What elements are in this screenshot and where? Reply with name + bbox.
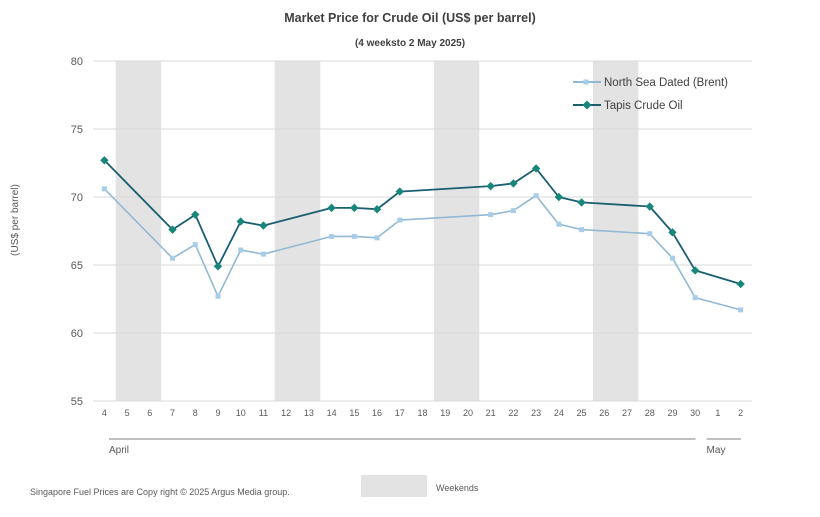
brent-point <box>647 231 653 237</box>
x-tick-label: 12 <box>281 408 291 418</box>
tapis-point <box>236 217 245 226</box>
tapis-point <box>690 266 700 275</box>
x-tick-label: 2 <box>738 408 743 418</box>
brent-point <box>101 186 107 192</box>
x-tick-label: 8 <box>193 408 198 418</box>
legend-brent-label: North Sea Dated (Brent) <box>604 77 728 89</box>
x-tick-label: 7 <box>170 408 175 418</box>
tapis-point <box>531 164 541 173</box>
brent-point <box>192 242 198 248</box>
tapis-point <box>668 228 677 237</box>
weekends-legend-label: Weekends <box>436 483 479 493</box>
brent-point <box>669 255 675 261</box>
x-tick-label: 10 <box>236 408 246 418</box>
x-tick-label: 23 <box>531 408 541 418</box>
x-tick-label: 18 <box>417 408 427 418</box>
x-tick-label: 9 <box>215 408 220 418</box>
legend-tapis-label: Tapis Crude Oil <box>604 100 683 112</box>
brent-point <box>738 307 744 313</box>
brent-point <box>533 193 539 199</box>
tapis-point <box>372 205 382 214</box>
tapis-point <box>350 203 359 213</box>
x-tick-label: 27 <box>622 408 632 418</box>
tapis-point <box>191 210 200 219</box>
x-tick-label: 16 <box>372 408 382 418</box>
month-axis: April May <box>109 438 741 456</box>
weekend-band <box>115 61 162 401</box>
y-tick-label: 65 <box>71 260 83 272</box>
tapis-point <box>259 221 268 230</box>
x-tick-label: 17 <box>395 408 405 418</box>
weekends-legend-swatch <box>361 475 427 497</box>
tapis-point <box>736 279 745 289</box>
tapis-point <box>554 192 564 202</box>
tapis-point <box>100 156 109 165</box>
legend-brent-marker <box>583 79 589 85</box>
chart-title: Market Price for Crude Oil (US$ per barr… <box>284 11 535 25</box>
brent-point <box>329 233 335 239</box>
x-tick-label: 26 <box>599 408 609 418</box>
tapis-point <box>168 225 177 234</box>
tapis-point <box>486 181 495 191</box>
brent-point <box>556 221 562 227</box>
x-tick-label: 20 <box>463 408 473 418</box>
tapis-point <box>395 187 404 196</box>
tapis-point <box>509 179 518 188</box>
x-tick-label: 1 <box>715 408 720 418</box>
x-tick-label: 25 <box>577 408 587 418</box>
tapis-point <box>577 198 586 207</box>
series-lines <box>100 156 745 313</box>
x-tick-label: 5 <box>125 408 130 418</box>
x-tick-label: 24 <box>554 408 564 418</box>
x-tick-label: 22 <box>508 408 518 418</box>
x-tick-labels: 4 5 6 7 8 9 10 11 12 13 14 15 16 17 18 19 20 21 22 23 24 25 26… <box>102 408 743 418</box>
tapis-point <box>645 202 654 211</box>
y-axis-label: (US$ per barrel) <box>10 184 21 256</box>
brent-point <box>397 217 403 223</box>
gridlines <box>93 60 752 402</box>
weekend-bands <box>115 61 639 401</box>
x-tick-label: 28 <box>645 408 655 418</box>
brent-point <box>579 227 585 233</box>
month-label: April <box>109 445 129 456</box>
y-tick-label: 55 <box>71 396 83 408</box>
month-label: May <box>707 445 726 456</box>
y-tick-label: 70 <box>71 192 83 204</box>
weekend-band <box>433 61 480 401</box>
x-tick-label: 30 <box>690 408 700 418</box>
y-tick-label: 80 <box>71 56 83 68</box>
y-tick-label: 75 <box>71 124 83 136</box>
x-tick-label: 6 <box>147 408 152 418</box>
x-tick-label: 15 <box>349 408 359 418</box>
brent-point <box>692 295 698 301</box>
copyright-note: Singapore Fuel Prices are Copy right © 2… <box>30 487 290 497</box>
weekend-band <box>274 61 321 401</box>
x-tick-label: 11 <box>259 408 268 418</box>
brent-point <box>351 233 357 239</box>
tapis-point <box>327 203 336 213</box>
x-tick-label: 4 <box>102 408 107 418</box>
brent-point <box>510 208 516 214</box>
brent-point <box>215 293 221 299</box>
brent-point <box>238 247 244 253</box>
legend-tapis-marker <box>582 100 592 110</box>
x-tick-label: 19 <box>440 408 450 418</box>
brent-point <box>374 235 380 241</box>
x-tick-label: 29 <box>667 408 677 418</box>
x-tick-label: 21 <box>486 408 496 418</box>
x-tick-label: 14 <box>327 408 337 418</box>
chart-subtitle: (4 weeksto 2 May 2025) <box>355 38 465 49</box>
y-tick-labels: 55 60 65 70 75 80 <box>71 56 83 408</box>
brent-point <box>260 251 266 257</box>
y-tick-label: 60 <box>71 328 83 340</box>
legend: North Sea Dated (Brent) Tapis Crude Oil <box>573 77 728 112</box>
x-tick-label: 13 <box>304 408 314 418</box>
tapis-point <box>213 262 223 271</box>
brent-point <box>488 212 494 218</box>
brent-point <box>170 255 176 261</box>
